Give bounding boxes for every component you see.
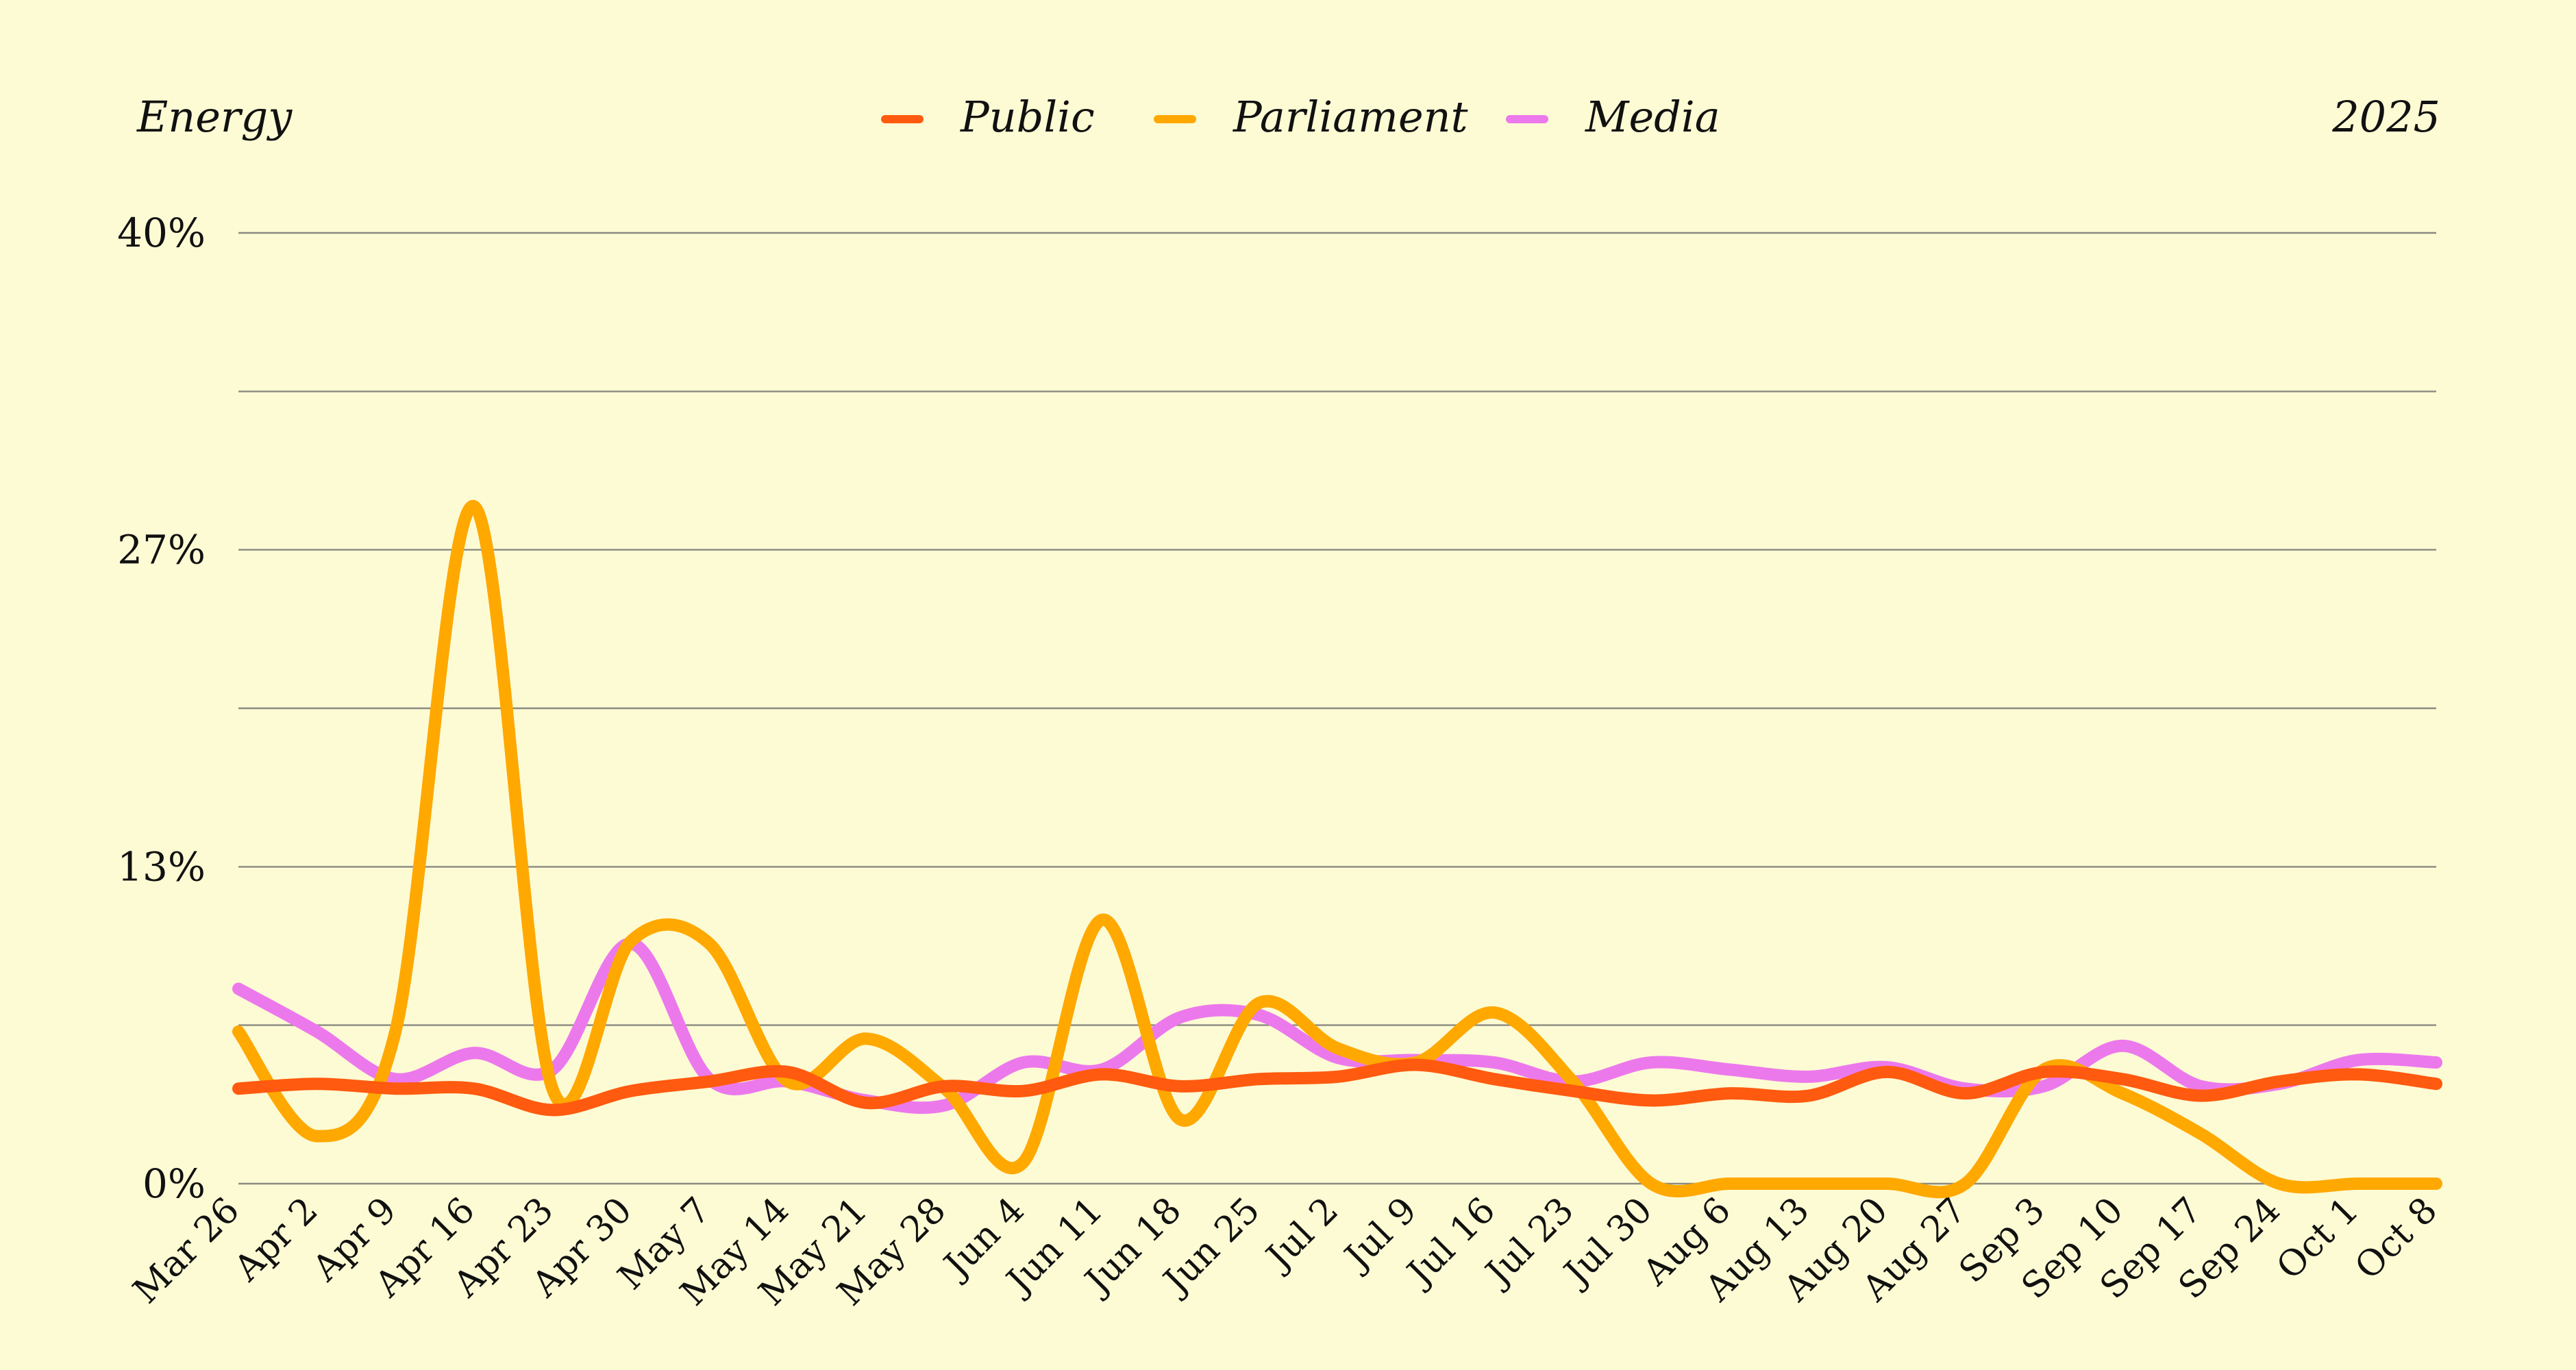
legend-label: Public: [960, 92, 1095, 142]
x-tick-label: Mar 26: [125, 1190, 247, 1312]
series-line-parliament: [232, 500, 2442, 1199]
y-tick-label: 27%: [117, 527, 206, 573]
x-tick-label: Jul 23: [1476, 1190, 1582, 1296]
legend-label: Media: [1585, 92, 1720, 142]
year-label: 2025: [2331, 92, 2440, 142]
y-tick-label: 13%: [117, 843, 206, 890]
x-tick-label: Oct 8: [2347, 1190, 2445, 1288]
x-tick-label: Jul 16: [1398, 1190, 1504, 1296]
series-line-public: [232, 1058, 2442, 1117]
x-tick-label: Jul 30: [1555, 1190, 1661, 1296]
y-tick-label: 0%: [143, 1160, 206, 1207]
chart-title: Energy: [136, 92, 293, 142]
y-tick-label: 40%: [117, 210, 206, 256]
series-line-media: [232, 937, 2442, 1114]
x-tick-label: Apr 2: [226, 1190, 326, 1290]
x-tick-label: Jul 2: [1256, 1190, 1346, 1280]
legend-label: Parliament: [1233, 92, 1468, 142]
y-axis-ticks: 0% 13% 27% 40%: [117, 210, 206, 1207]
series-lines: [232, 500, 2442, 1199]
legend: Public Parliament Media: [881, 92, 1720, 142]
x-tick-label: Oct 1: [2269, 1190, 2367, 1288]
